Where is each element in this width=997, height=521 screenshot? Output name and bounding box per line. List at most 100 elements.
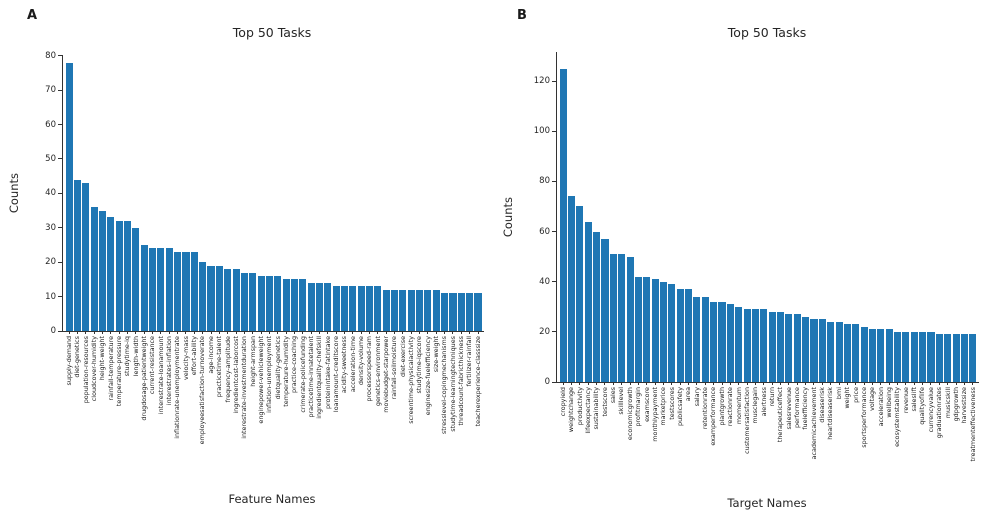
- chart-b-x-tick: [855, 382, 857, 385]
- chart-b-bar-ecosystemstability: [894, 331, 902, 382]
- chart-a-x-tick-label: stresslevel-copingmechanisms: [440, 335, 449, 434]
- chart-b-bar-salary: [693, 296, 701, 382]
- chart-a-bar-practice-coaching: [290, 279, 298, 331]
- chart-b-bar-cropyield: [559, 68, 567, 382]
- chart-b-bar-sportsperformance: [860, 326, 868, 382]
- chart-b-x-tick-cell: therapeuticeffect: [776, 382, 784, 461]
- chart-a-bar-height-armspan: [249, 272, 257, 331]
- chart-a-bar-acidity-sweetness: [340, 286, 349, 331]
- chart-a-y-tick-label: 40: [45, 188, 56, 199]
- chart-a-x-tick: [394, 331, 396, 334]
- chart-b-x-tick-label: sustainability: [592, 386, 601, 430]
- chart-a-x-tick-cell: processorspeed-ram: [365, 331, 374, 444]
- chart-a-x-tick: [444, 331, 446, 334]
- chart-b-x-tick-cell: skilllevel: [617, 382, 625, 461]
- chart-a-x-tick-cell: interestrates-inflation: [165, 331, 173, 444]
- chart-a-bar-rainfall-soilmoisture: [391, 289, 399, 331]
- chart-a-bar-practicetime-innatetalent: [307, 282, 315, 331]
- chart-b-bar-profitmargin: [634, 276, 642, 382]
- chart-a-x-tick-cell: fertilizer-rainfall: [465, 331, 474, 444]
- chart-a-x-tick-label: diet-genetics: [73, 335, 82, 378]
- chart-b-bar-wellbeing: [885, 329, 893, 382]
- chart-b-x-tick-cell: testscores: [668, 382, 676, 461]
- chart-a-x-tick-label: practicetime-innatetalent: [306, 335, 315, 418]
- chart-b-x-tick: [621, 382, 623, 385]
- chart-b-x-tick: [679, 382, 681, 385]
- chart-b-x-tick-cell: sales: [609, 382, 617, 461]
- chart-b-bar-revenue: [902, 331, 910, 382]
- chart-a-x-tick-cell: practicetime-talent: [215, 331, 223, 444]
- chart-a-x-tick-cell: temperature-pressure: [115, 331, 123, 444]
- chart-a-x-tick: [310, 331, 312, 334]
- chart-a-x-tick-cell: moviebudget-starpower: [382, 331, 390, 444]
- chart-a-y-tick-label: 70: [45, 85, 56, 96]
- chart-b-x-tick: [637, 382, 639, 385]
- chart-a-x-tick-cell: crimerate-policefunding: [299, 331, 307, 444]
- chart-a-x-tick: [210, 331, 212, 334]
- chart-a-x-tick-cell: inflation-unemployment: [265, 331, 273, 444]
- chart-a-x-tick-cell: enginepower-vehicleweight: [257, 331, 265, 444]
- chart-a-x-tick-cell: studytime-learningtechniques: [448, 331, 457, 444]
- chart-b-x-tick: [579, 382, 581, 385]
- chart-a-x-tick-label: ingredientquality-chefskill: [315, 335, 324, 419]
- chart-a-x-tick-label: fertilizer-rainfall: [465, 335, 474, 387]
- chart-a-x-tick-cell: rainfall-temperature: [107, 331, 115, 444]
- chart-a-x-tick-cell: stresslevel-copingmechanisms: [440, 331, 449, 444]
- chart-a-x-tick-cell: size-weight: [432, 331, 440, 444]
- chart-a-x-tick: [285, 331, 287, 334]
- chart-a-x-tick-label: cloudcover-humidity: [90, 335, 98, 401]
- chart-a-x-tick: [344, 331, 346, 334]
- chart-b-y-tick: [552, 180, 556, 182]
- chart-a-x-tick-cell: drugdosage-patientweight: [140, 331, 149, 444]
- chart-b-bar-bmi: [835, 321, 843, 382]
- chart-b-bar-musicskill: [944, 334, 952, 382]
- chart-b-x-tick: [746, 382, 748, 385]
- chart-a-bar-density-volume: [357, 286, 365, 331]
- chart-b-y-tick-label: 0: [544, 377, 550, 387]
- chart-b-y-tick-label: 100: [533, 126, 550, 137]
- chart-b-y-tick-label: 40: [539, 276, 550, 287]
- chart-b-x-tick-label: wellbeing: [884, 386, 893, 418]
- chart-b-x-tick-cell: sportsperformance: [860, 382, 868, 461]
- chart-b-x-tick: [713, 382, 715, 385]
- chart-b-x-tick-cell: heartdiseaserisk: [826, 382, 834, 461]
- chart-a-x-tick: [127, 331, 129, 334]
- chart-a-x-tick-label: acidity-sweetness: [340, 335, 349, 393]
- chart-b-y-tick: [552, 80, 556, 82]
- chart-b-x-tick: [922, 382, 924, 385]
- chart-a-x-tick-label: drugdosage-patientweight: [140, 335, 149, 421]
- chart-b-x-tick: [963, 382, 965, 385]
- chart-a-x-tick-label: processorspeed-ram: [365, 335, 374, 401]
- chart-a-bar-studytime-iqscore: [416, 289, 424, 331]
- chart-a-bar-fertilizer-rainfall: [466, 293, 474, 331]
- chart-a-x-tick-label: threadcount-fabricthickness: [457, 335, 466, 426]
- chart-a-bar-length-width: [132, 227, 140, 331]
- chart-b-bar-plantgrowth: [718, 301, 726, 382]
- chart-a-x-tick-cell: height-weight: [98, 331, 106, 444]
- chart-a-x-tick: [369, 331, 371, 334]
- chart-b-y-axis-label-text: Counts: [501, 196, 515, 238]
- chart-a-x-tick-label: studytime-learningtechniques: [448, 335, 457, 432]
- chart-b-x-tick-cell: area: [684, 382, 692, 461]
- chart-b-y-tick-label: 60: [539, 226, 550, 237]
- chart-a-x-tick: [452, 331, 454, 334]
- chart-a-bar-supply-demand: [65, 62, 73, 331]
- chart-b-x-tick-cell: economicgrowth: [626, 382, 634, 461]
- chart-a-y-axis-label-text: Counts: [7, 172, 21, 214]
- chart-b-x-tick: [671, 382, 673, 385]
- chart-a-x-tick: [202, 331, 204, 334]
- chart-b-x-tick-cell: lifeexpectancy: [584, 382, 592, 461]
- chart-b-bar-productivity: [576, 206, 584, 382]
- chart-a-bar-practicetime-talent: [215, 265, 223, 331]
- chart-b-x-tick-cell: return: [768, 382, 776, 461]
- chart-b-x-tick-cell: saleslift: [910, 382, 918, 461]
- chart-b-x-tick-label: cropyield: [558, 386, 567, 416]
- chart-b-x-tick: [771, 382, 773, 385]
- chart-b-x-tick-cell: cropyield: [558, 382, 567, 461]
- chart-b-x-tick: [696, 382, 698, 385]
- chart-b-x-axis-label: Target Names: [727, 496, 807, 510]
- chart-b-bar-diseaserisk: [818, 319, 826, 382]
- chart-a-x-tick-cell: supply-demand: [65, 331, 73, 444]
- chart-a-bar-age-income: [207, 265, 215, 331]
- chart-b-bar-therapeuticeffect: [776, 311, 785, 382]
